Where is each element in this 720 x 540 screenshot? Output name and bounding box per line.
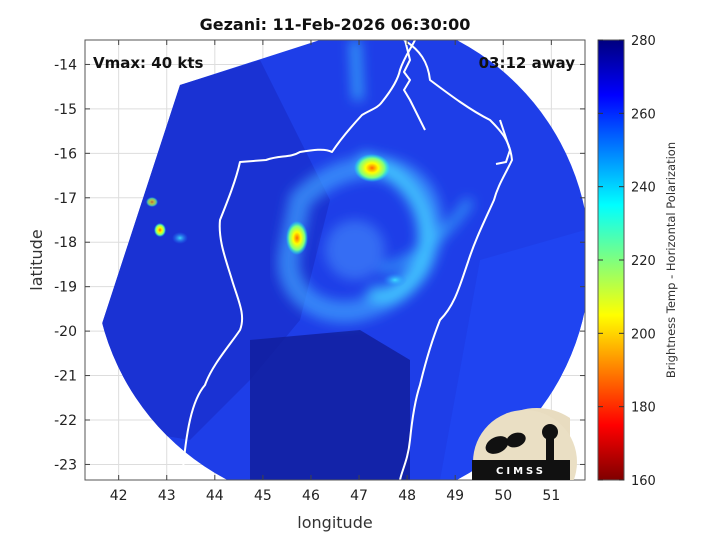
- colorbar-tick-label: 160: [631, 474, 656, 489]
- y-tick-label: -19: [54, 280, 77, 296]
- cold-ocean-south: [250, 330, 410, 480]
- y-tick-label: -16: [54, 146, 77, 162]
- colorbar-label: Brightness Temp - Horizontal Polarizatio…: [664, 142, 678, 378]
- y-tick-label: -22: [54, 413, 77, 429]
- logo-dish-icon: [485, 436, 509, 454]
- y-tick-label: -18: [54, 235, 77, 251]
- x-tick-label: 45: [254, 488, 272, 504]
- x-tick-label: 47: [350, 488, 368, 504]
- x-tick-labels: 42 43 44 45 46 47 48 49 50 51: [110, 488, 561, 504]
- cimss-logo: CIMSS: [472, 407, 577, 480]
- logo-dish-small-icon: [506, 432, 526, 448]
- logo-tower-icon: [546, 438, 554, 462]
- x-tick-label: 42: [110, 488, 128, 504]
- y-tick-label: -21: [54, 369, 77, 385]
- vmax-annotation: Vmax: 40 kts: [93, 54, 203, 72]
- colorbar-tick-label: 220: [631, 254, 656, 269]
- y-axis-label: latitude: [27, 229, 46, 290]
- x-tick-label: 44: [206, 488, 224, 504]
- colorbar-ticks: 160 180 200 220 240 260 280: [598, 34, 656, 489]
- chart-title: Gezani: 11-Feb-2026 06:30:00: [200, 15, 471, 34]
- satellite-imagery: [100, 40, 585, 480]
- y-tick-label: -14: [54, 57, 77, 73]
- colorbar-tick-label: 280: [631, 34, 656, 49]
- colorbar-tick-label: 200: [631, 327, 656, 342]
- y-tick-labels: -14 -15 -16 -17 -18 -19 -20 -21 -22 -23: [54, 57, 77, 473]
- x-tick-label: 48: [398, 488, 416, 504]
- logo-bar: [472, 460, 570, 480]
- x-axis-label: longitude: [297, 513, 372, 532]
- y-tick-label: -23: [54, 457, 77, 473]
- x-tick-label: 50: [494, 488, 512, 504]
- tick-marks: [85, 40, 585, 480]
- y-tick-label: -15: [54, 102, 77, 118]
- colorbar-tick-label: 180: [631, 401, 656, 416]
- colorbar-tick-label: 240: [631, 181, 656, 196]
- logo-text: CIMSS: [496, 466, 546, 477]
- convective-cores: [146, 154, 407, 287]
- x-tick-label: 51: [542, 488, 560, 504]
- y-tick-label: -20: [54, 324, 77, 340]
- coastlines: [181, 40, 513, 480]
- x-tick-label: 43: [158, 488, 176, 504]
- y-tick-label: -17: [54, 191, 77, 207]
- x-tick-label: 46: [302, 488, 320, 504]
- colorbar-tick-label: 260: [631, 107, 656, 122]
- axes-box: [84, 39, 586, 481]
- time-away-annotation: 03:12 away: [479, 54, 576, 72]
- x-tick-label: 49: [446, 488, 464, 504]
- logo-tank-icon: [542, 424, 558, 440]
